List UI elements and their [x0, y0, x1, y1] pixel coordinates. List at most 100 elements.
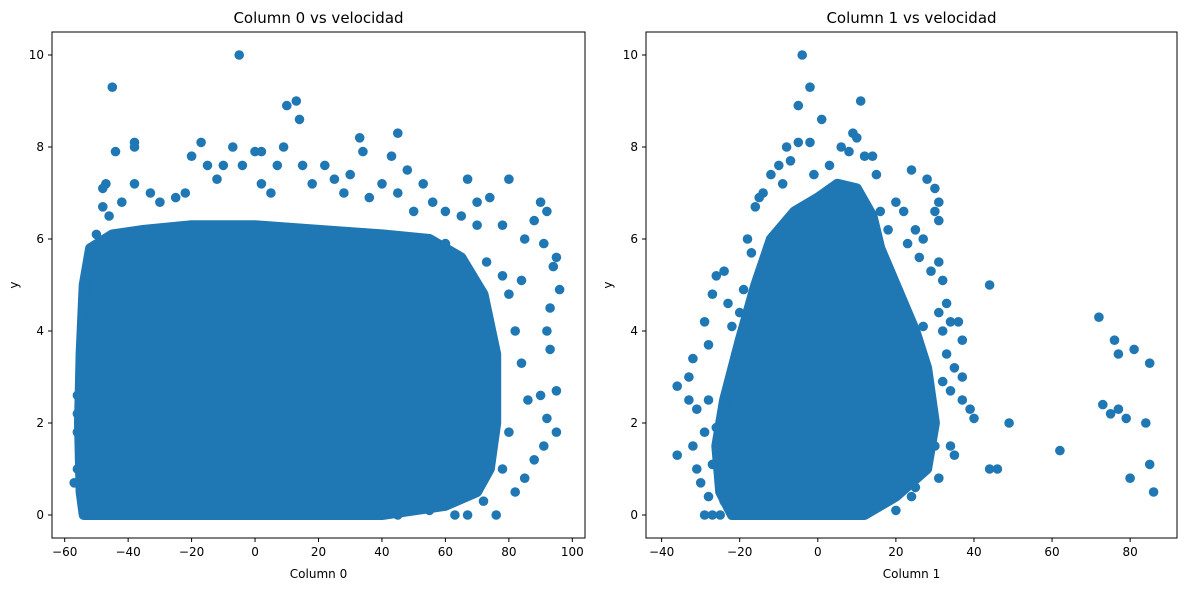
scatter-point [1144, 358, 1155, 369]
dense-point-cloud [711, 178, 940, 520]
scatter-point [329, 174, 340, 184]
scatter-point [945, 441, 956, 451]
scatter-point [504, 427, 514, 438]
scatter-point [926, 266, 936, 277]
x-tick-label: 20 [311, 545, 326, 559]
scatter-point [1148, 487, 1159, 497]
y-tick-label: 6 [36, 232, 44, 246]
scatter-point [129, 179, 140, 189]
scatter-point [688, 441, 698, 451]
scatter-point [91, 243, 102, 253]
scatter-point [491, 510, 502, 520]
scatter-point [859, 151, 870, 161]
scatter-point [320, 160, 330, 171]
scatter-point [836, 142, 846, 152]
scatter-point [957, 395, 968, 405]
y-tick-label: 0 [630, 508, 638, 522]
scatter-point [212, 174, 222, 184]
scatter-point [777, 179, 788, 189]
scatter-point [418, 179, 429, 189]
scatter-point [934, 197, 944, 207]
scatter-point [914, 422, 925, 433]
x-tick-label: −20 [179, 545, 204, 559]
scatter-point [898, 473, 909, 484]
scatter-point [672, 381, 682, 392]
scatter-points [69, 50, 565, 520]
scatter-point [427, 197, 438, 207]
scatter-point [516, 275, 527, 286]
scatter-point [910, 225, 921, 235]
scatter-point [535, 197, 546, 207]
scatter-point [879, 468, 889, 479]
scatter-point [1109, 335, 1120, 346]
scatter-point [898, 206, 909, 217]
scatter-point [377, 179, 387, 189]
scatter-point [170, 192, 181, 203]
scatter-point [707, 459, 718, 470]
scatter-point [750, 202, 761, 212]
scatter-point [805, 137, 815, 148]
x-axis: −60 −40 −20 0 20 40 60 80 100 [52, 538, 584, 559]
scatter-point [941, 298, 952, 309]
y-tick-label: 2 [36, 416, 44, 430]
scatter-point [1144, 459, 1155, 470]
scatter-point [504, 174, 514, 184]
scatter-point [785, 156, 796, 166]
scatter-point [478, 496, 489, 507]
scatter-point [738, 284, 749, 295]
scatter-point [98, 183, 108, 194]
y-tick-label: 6 [630, 232, 638, 246]
chart-column-1: Column 1 vs velocidad −40 −20 0 20 40 60 80 0 2… [601, 9, 1178, 581]
scatter-point [510, 487, 520, 497]
y-tick-label: 0 [36, 508, 44, 522]
x-tick-label: 60 [438, 545, 453, 559]
scatter-point [695, 478, 706, 488]
scatter-point [339, 188, 349, 198]
scatter-point [1125, 473, 1135, 484]
scatter-point [117, 197, 127, 207]
x-tick-label: 60 [1044, 545, 1059, 559]
scatter-point [1055, 445, 1065, 456]
scatter-point [672, 450, 682, 461]
scatter-point [545, 344, 555, 355]
scatter-point [1121, 413, 1131, 424]
scatter-point [766, 169, 776, 180]
scatter-point [731, 349, 741, 359]
scatter-point [953, 317, 964, 327]
scatter-point [906, 165, 917, 175]
scatter-point [949, 450, 960, 461]
x-tick-label: 100 [561, 545, 584, 559]
scatter-point [809, 169, 819, 180]
scatter-point [883, 225, 893, 235]
scatter-point [734, 307, 745, 318]
scatter-point [1113, 404, 1124, 415]
scatter-point [703, 340, 714, 350]
scatter-point [218, 160, 229, 171]
scatter-point [711, 422, 722, 433]
dense-point-cloud [74, 220, 502, 520]
scatter-point [863, 482, 874, 493]
scatter-point [895, 294, 905, 304]
scatter-point [234, 50, 244, 60]
scatter-point [519, 473, 530, 484]
scatter-point [922, 174, 932, 184]
scatter-point [891, 197, 901, 207]
scatter-point [934, 473, 944, 484]
scatter-point [1129, 344, 1139, 355]
scatter-point [551, 427, 562, 438]
scatter-point [358, 146, 368, 157]
scatter-point [386, 151, 397, 161]
x-axis-label: Column 1 [883, 567, 940, 581]
scatter-point [516, 358, 527, 369]
scatter-point [699, 510, 710, 520]
scatter-point [692, 404, 702, 415]
scatter-point [692, 464, 702, 474]
scatter-point [1113, 349, 1124, 359]
scatter-point [918, 321, 928, 332]
scatter-point [180, 188, 191, 198]
scatter-point [855, 96, 866, 106]
scatter-point [969, 413, 979, 424]
scatter-point [934, 307, 944, 318]
x-tick-label: −40 [115, 545, 140, 559]
scatter-point [504, 289, 514, 300]
